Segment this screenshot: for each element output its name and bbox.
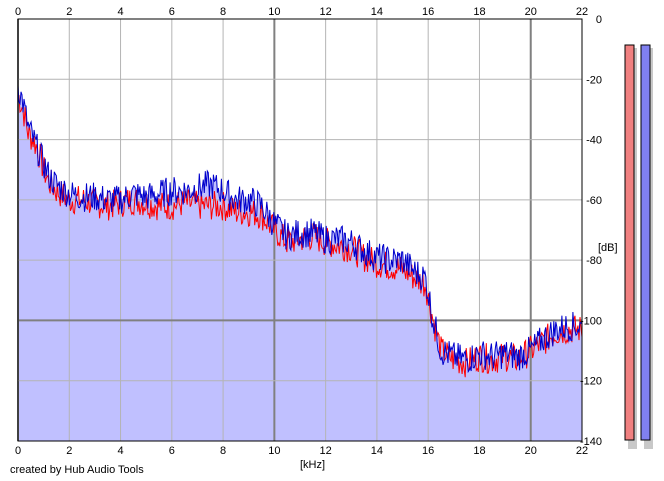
footer-credit: created by Hub Audio Tools xyxy=(10,464,144,476)
x-tick-label-top: 4 xyxy=(117,6,123,18)
x-ticks-top: 0 2 4 6 8 10 12 14 16 18 20 22 xyxy=(15,6,588,18)
x-tick-label-top: 14 xyxy=(371,6,383,18)
spectrum-fill xyxy=(18,85,582,442)
y-tick-label: -40 xyxy=(586,135,602,147)
y-ticks: 0 -20 -40 -60 -80 -100 -120 -140 xyxy=(580,14,602,448)
x-tick-label: 16 xyxy=(422,445,434,457)
series-line-2 xyxy=(17,85,583,374)
x-tick-label: 10 xyxy=(268,445,280,457)
x-tick-label-top: 0 xyxy=(15,6,21,18)
y-tick-label: -100 xyxy=(580,315,602,327)
x-tick-label-top: 10 xyxy=(268,6,280,18)
x-tick-label: 18 xyxy=(473,445,485,457)
y-tick-label: -120 xyxy=(580,376,602,388)
x-tick-label: 2 xyxy=(66,445,72,457)
y-tick-label: 0 xyxy=(596,14,602,26)
x-tick-label: 14 xyxy=(371,445,383,457)
level-meter-1 xyxy=(624,44,635,441)
series-lines xyxy=(17,85,583,378)
plot-frame xyxy=(17,18,583,442)
x-tick-label-top: 16 xyxy=(422,6,434,18)
y-tick-label: -60 xyxy=(586,195,602,207)
x-tick-label: 0 xyxy=(15,445,21,457)
x-tick-label-top: 18 xyxy=(473,6,485,18)
x-tick-label: 20 xyxy=(525,445,537,457)
x-axis-label: [kHz] xyxy=(300,459,325,471)
x-tick-label-top: 6 xyxy=(169,6,175,18)
level-meters xyxy=(624,44,653,449)
x-tick-label-top: 22 xyxy=(576,6,588,18)
x-ticks-bottom: 0 2 4 6 8 10 12 14 16 18 20 22 xyxy=(15,445,588,457)
x-tick-label: 6 xyxy=(169,445,175,457)
x-tick-label: 8 xyxy=(220,445,226,457)
level-meter-2 xyxy=(640,44,651,441)
y-tick-label: -20 xyxy=(586,74,602,86)
y-tick-label: -80 xyxy=(586,255,602,267)
x-tick-label-top: 8 xyxy=(220,6,226,18)
x-tick-label: 4 xyxy=(117,445,123,457)
x-tick-label-top: 12 xyxy=(320,6,332,18)
spectrum-fill-area xyxy=(18,85,582,442)
x-tick-label: 22 xyxy=(576,445,588,457)
y-axis-label: [dB] xyxy=(598,242,618,254)
x-tick-label-top: 2 xyxy=(66,6,72,18)
y-tick-label: -140 xyxy=(580,436,602,448)
x-tick-label-top: 20 xyxy=(525,6,537,18)
x-tick-label: 12 xyxy=(320,445,332,457)
